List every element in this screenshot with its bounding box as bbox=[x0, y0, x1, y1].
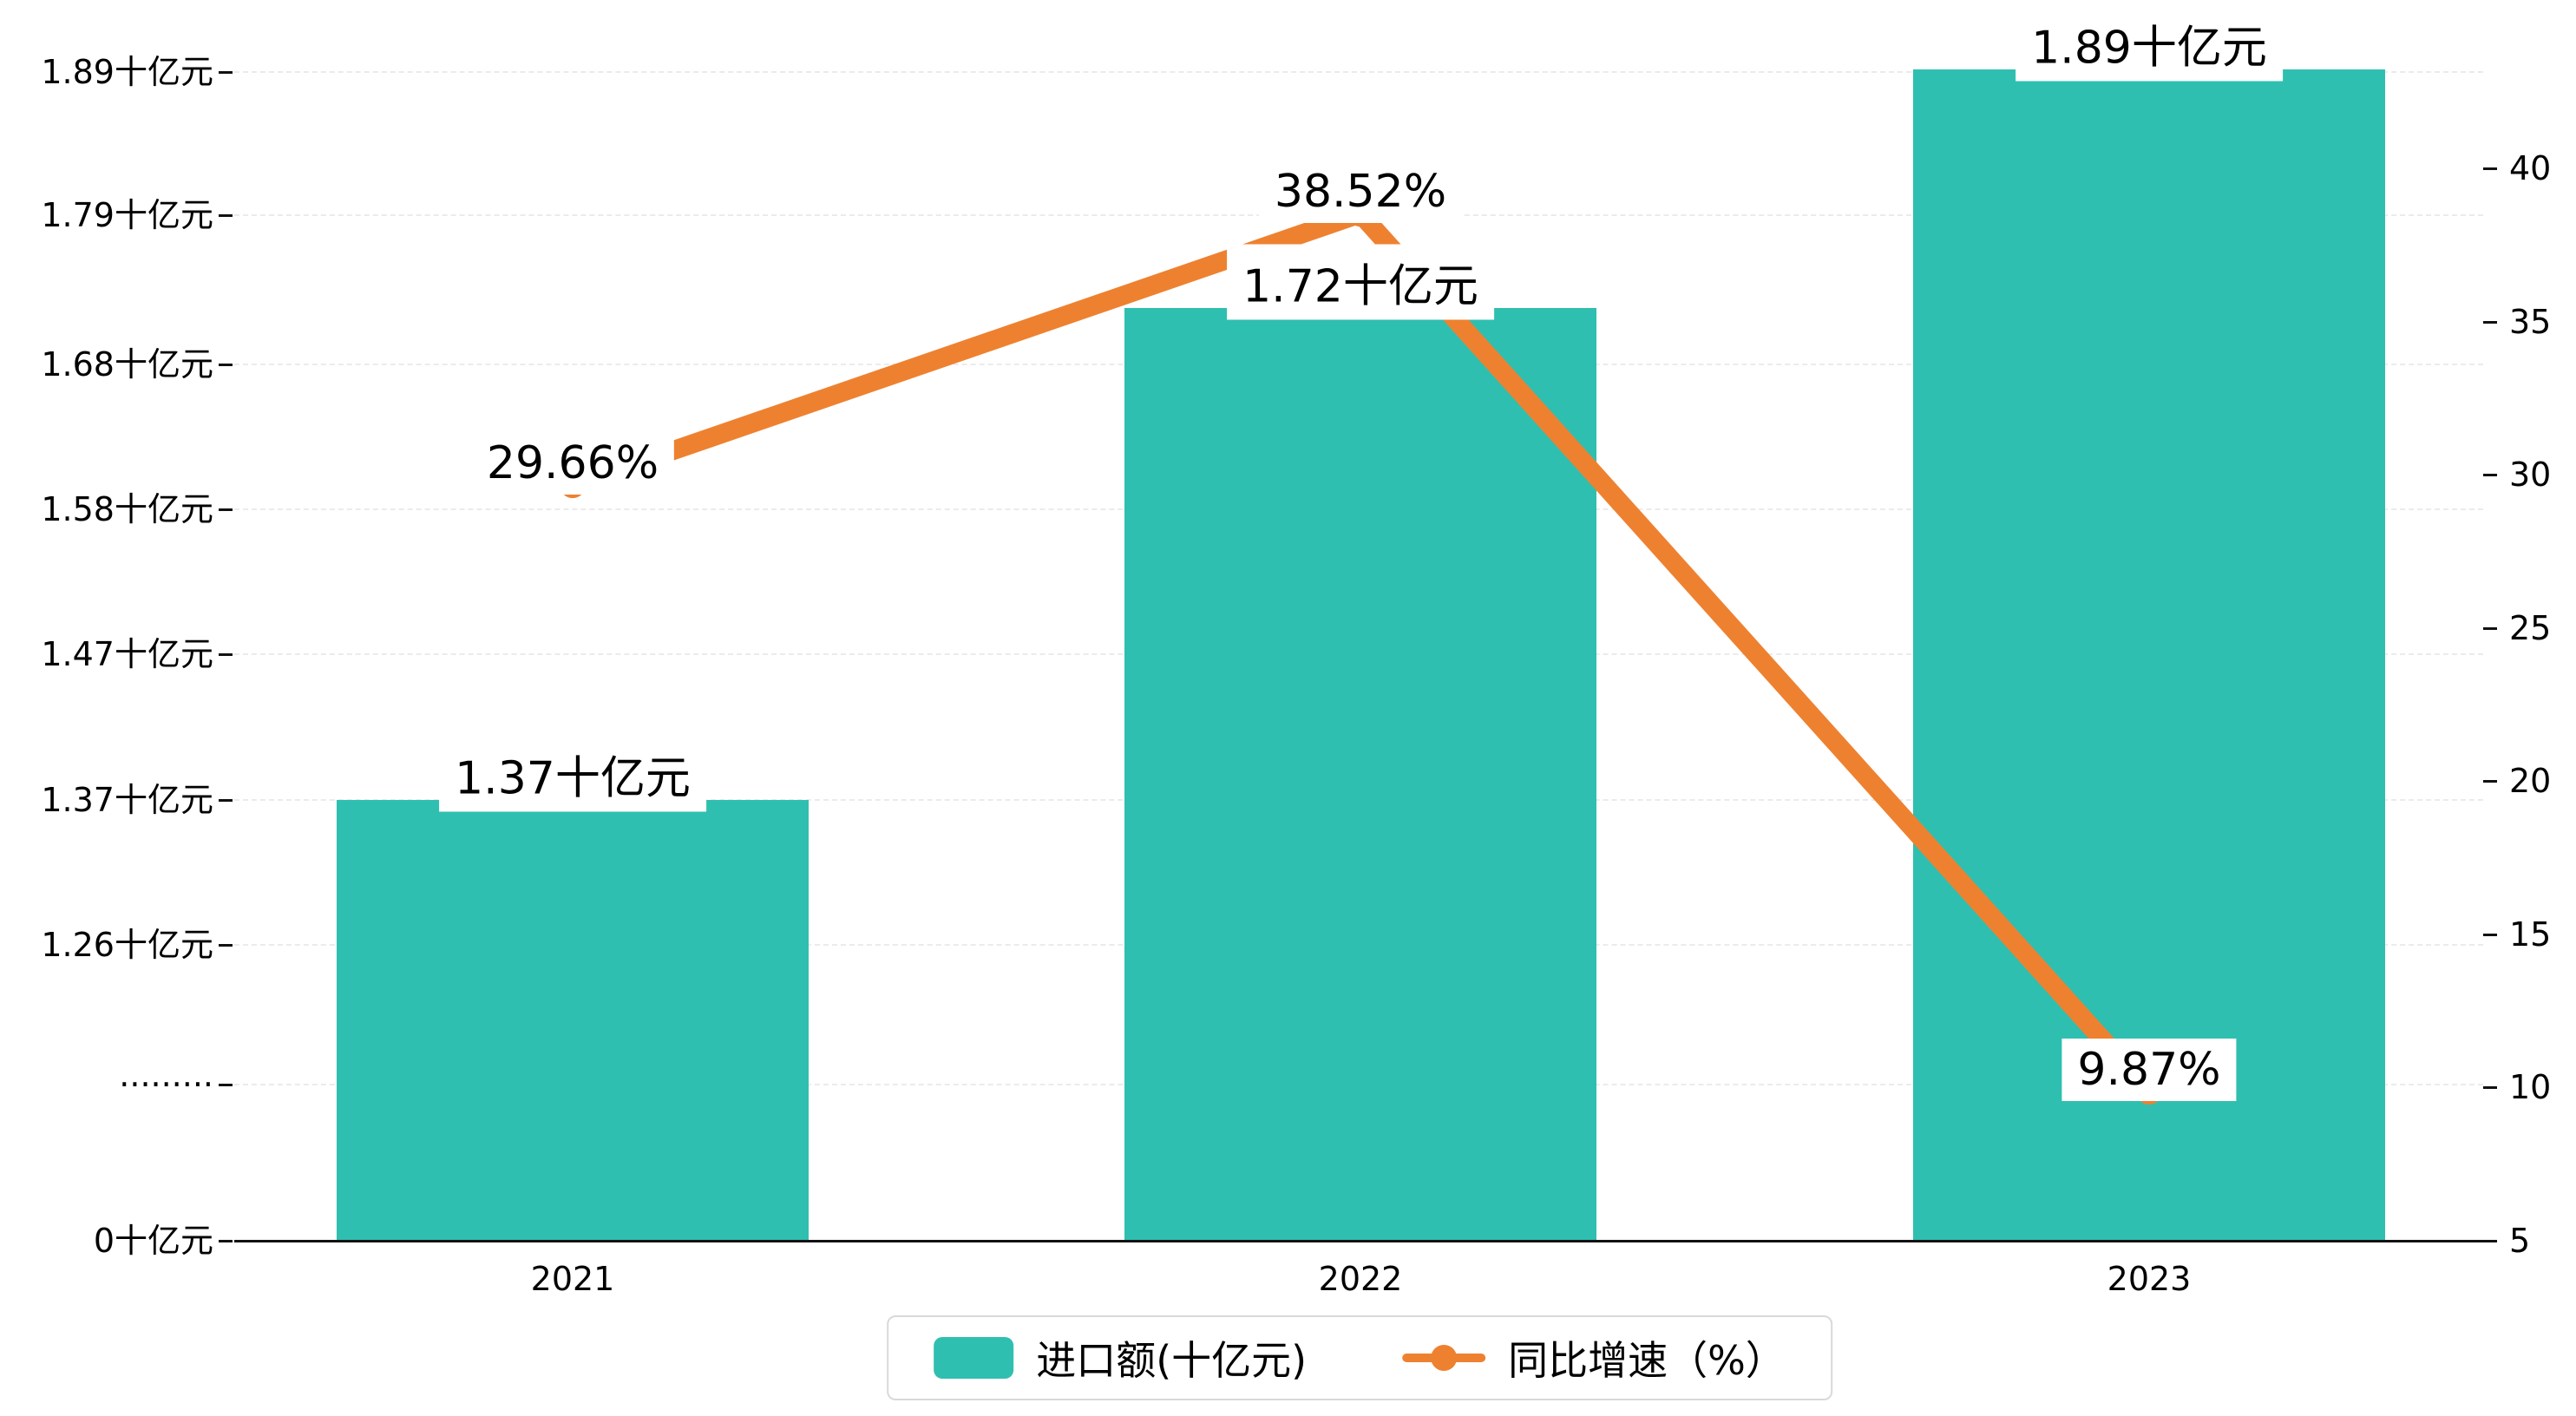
h-gridline bbox=[234, 71, 2483, 73]
right-axis-tick-label: 5 bbox=[2509, 1222, 2531, 1260]
left-axis-tick bbox=[219, 364, 233, 366]
right-axis-tick-label: 35 bbox=[2509, 302, 2552, 341]
left-axis-tick bbox=[219, 508, 233, 511]
right-axis-tick bbox=[2483, 474, 2497, 477]
import-bar bbox=[337, 800, 809, 1241]
bar-swatch-icon bbox=[934, 1337, 1014, 1379]
left-axis-tick bbox=[219, 214, 233, 217]
x-axis-tick-label: 2021 bbox=[530, 1260, 615, 1298]
right-axis-tick-label: 15 bbox=[2509, 914, 2552, 954]
x-axis-tick-label: 2022 bbox=[1318, 1260, 1403, 1298]
legend-item-imports: 进口额(十亿元) bbox=[934, 1329, 1307, 1386]
left-axis-tick bbox=[219, 944, 233, 947]
left-axis-tick-label: 1.26十亿元 bbox=[41, 926, 213, 964]
left-axis-tick bbox=[219, 1084, 233, 1086]
growth-value-label: 38.52% bbox=[1258, 161, 1463, 224]
left-axis-tick-label: 1.79十亿元 bbox=[41, 196, 213, 234]
left-axis-tick bbox=[219, 71, 233, 74]
left-axis-tick-label: 0十亿元 bbox=[93, 1222, 213, 1260]
x-axis-tick-label: 2023 bbox=[2107, 1260, 2192, 1298]
import-bar bbox=[1124, 308, 1596, 1241]
bar-value-label: 1.37十亿元 bbox=[439, 736, 706, 812]
right-axis-tick-label: 10 bbox=[2509, 1068, 2552, 1107]
right-axis-tick bbox=[2483, 933, 2497, 936]
left-axis-tick-label: 1.68十亿元 bbox=[41, 345, 213, 384]
bar-value-label: 1.89十亿元 bbox=[2016, 5, 2283, 82]
bar-value-label: 1.72十亿元 bbox=[1227, 244, 1494, 320]
right-axis-tick bbox=[2483, 167, 2497, 170]
left-axis-tick bbox=[219, 799, 233, 802]
left-axis-tick-label: ········· bbox=[119, 1065, 213, 1104]
right-axis-tick-label: 20 bbox=[2509, 762, 2552, 801]
left-axis-tick-label: 1.89十亿元 bbox=[41, 53, 213, 91]
right-axis-tick-label: 25 bbox=[2509, 608, 2552, 647]
line-marker-dot bbox=[1431, 1345, 1458, 1371]
legend-label-growth: 同比增速（%） bbox=[1508, 1337, 1786, 1384]
right-axis-tick bbox=[2483, 626, 2497, 630]
line-marker-icon bbox=[1402, 1337, 1486, 1379]
legend-item-growth: 同比增速（%） bbox=[1402, 1329, 1786, 1386]
right-axis-tick bbox=[2483, 1086, 2497, 1090]
legend-label-imports: 进口额(十亿元) bbox=[1036, 1337, 1308, 1384]
right-axis-tick bbox=[2483, 320, 2497, 324]
right-axis-tick-label: 40 bbox=[2509, 149, 2552, 187]
left-axis-tick bbox=[219, 653, 233, 656]
right-axis-tick bbox=[2483, 780, 2497, 783]
growth-value-label: 9.87% bbox=[2061, 1039, 2237, 1102]
left-axis-tick-label: 1.37十亿元 bbox=[41, 781, 213, 819]
growth-value-label: 29.66% bbox=[470, 432, 675, 495]
legend: 进口额(十亿元) 同比增速（%） bbox=[887, 1315, 1832, 1400]
right-axis-tick bbox=[2483, 1240, 2497, 1242]
right-axis-tick-label: 30 bbox=[2509, 456, 2552, 495]
left-axis-tick-label: 1.47十亿元 bbox=[41, 635, 213, 673]
left-axis-tick bbox=[219, 1240, 233, 1242]
x-axis-line bbox=[234, 1240, 2483, 1242]
left-axis-tick-label: 1.58十亿元 bbox=[41, 490, 213, 528]
